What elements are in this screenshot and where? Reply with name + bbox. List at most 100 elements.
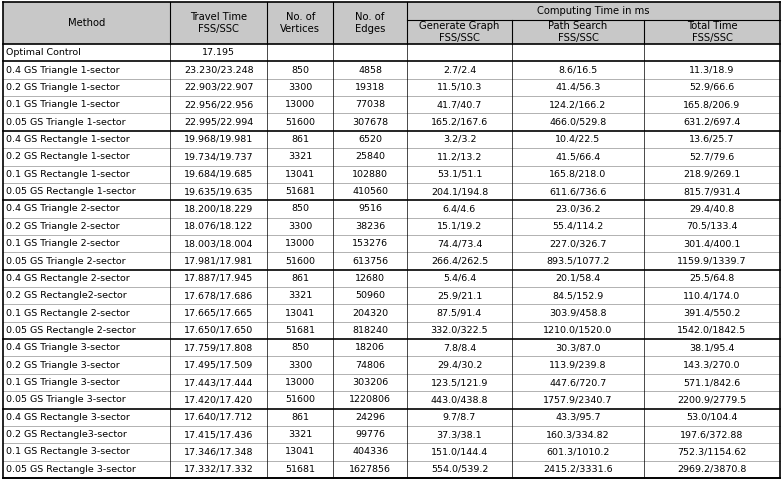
Text: 53.0/104.4: 53.0/104.4	[687, 413, 738, 422]
Text: 165.8/218.0: 165.8/218.0	[550, 170, 607, 179]
Text: 165.8/206.9: 165.8/206.9	[684, 100, 741, 109]
Text: 55.4/114.2: 55.4/114.2	[552, 222, 604, 231]
Text: 332.0/322.5: 332.0/322.5	[431, 326, 489, 335]
Text: 613756: 613756	[352, 256, 388, 265]
Text: 197.6/372.88: 197.6/372.88	[680, 430, 744, 439]
Text: 3321: 3321	[288, 291, 312, 300]
Text: 53.1/51.1: 53.1/51.1	[437, 170, 482, 179]
Text: 0.05 GS Triangle 2-sector: 0.05 GS Triangle 2-sector	[6, 256, 125, 265]
Text: 20.1/58.4: 20.1/58.4	[555, 274, 601, 283]
Text: 571.1/842.6: 571.1/842.6	[684, 378, 741, 387]
Text: 50960: 50960	[355, 291, 385, 300]
Text: 554.0/539.2: 554.0/539.2	[431, 465, 488, 474]
Text: 2969.2/3870.8: 2969.2/3870.8	[677, 465, 747, 474]
Text: 25.9/21.1: 25.9/21.1	[437, 291, 482, 300]
Text: 0.2 GS Rectangle2-sector: 0.2 GS Rectangle2-sector	[6, 291, 127, 300]
Text: 51600: 51600	[285, 256, 316, 265]
Text: 204320: 204320	[352, 309, 388, 318]
Text: 3300: 3300	[288, 83, 312, 92]
Text: 87.5/91.4: 87.5/91.4	[437, 309, 482, 318]
Text: 17.195: 17.195	[202, 48, 235, 57]
Text: 0.05 GS Rectangle 2-sector: 0.05 GS Rectangle 2-sector	[6, 326, 135, 335]
Text: 0.1 GS Triangle 3-sector: 0.1 GS Triangle 3-sector	[6, 378, 120, 387]
Text: 850: 850	[291, 343, 309, 352]
Text: 37.3/38.1: 37.3/38.1	[437, 430, 482, 439]
Text: 51600: 51600	[285, 118, 316, 127]
Text: 0.05 GS Triangle 3-sector: 0.05 GS Triangle 3-sector	[6, 396, 126, 404]
Text: 266.4/262.5: 266.4/262.5	[431, 256, 488, 265]
Text: 77038: 77038	[355, 100, 385, 109]
Text: 165.2/167.6: 165.2/167.6	[431, 118, 488, 127]
Text: 52.7/79.6: 52.7/79.6	[689, 152, 734, 161]
Text: 1627856: 1627856	[349, 465, 392, 474]
Text: 7.8/8.4: 7.8/8.4	[443, 343, 476, 352]
Text: 19318: 19318	[355, 83, 385, 92]
Text: 0.2 GS Triangle 1-sector: 0.2 GS Triangle 1-sector	[6, 83, 120, 92]
Text: 99776: 99776	[355, 430, 385, 439]
Text: 13.6/25.7: 13.6/25.7	[689, 135, 734, 144]
Text: 0.1 GS Rectangle 3-sector: 0.1 GS Rectangle 3-sector	[6, 447, 130, 456]
Text: 3.2/3.2: 3.2/3.2	[442, 135, 476, 144]
Text: 447.6/720.7: 447.6/720.7	[550, 378, 607, 387]
Text: 8.6/16.5: 8.6/16.5	[558, 66, 597, 74]
Text: 38236: 38236	[355, 222, 385, 231]
Text: 9.7/8.7: 9.7/8.7	[443, 413, 476, 422]
Text: 17.332/17.332: 17.332/17.332	[184, 465, 254, 474]
Text: 19.684/19.685: 19.684/19.685	[184, 170, 253, 179]
Text: 18206: 18206	[355, 343, 385, 352]
Text: 443.0/438.8: 443.0/438.8	[431, 396, 489, 404]
Text: 29.4/40.8: 29.4/40.8	[689, 204, 734, 214]
Text: 218.9/269.1: 218.9/269.1	[684, 170, 741, 179]
Text: 13041: 13041	[285, 447, 316, 456]
Text: 0.4 GS Rectangle 2-sector: 0.4 GS Rectangle 2-sector	[6, 274, 130, 283]
Text: 1220806: 1220806	[349, 396, 392, 404]
Text: 15.1/19.2: 15.1/19.2	[437, 222, 482, 231]
Text: 0.2 GS Rectangle 1-sector: 0.2 GS Rectangle 1-sector	[6, 152, 130, 161]
Text: 303206: 303206	[352, 378, 388, 387]
Text: 25.5/64.8: 25.5/64.8	[689, 274, 734, 283]
Text: 41.4/56.3: 41.4/56.3	[555, 83, 601, 92]
Text: 3300: 3300	[288, 360, 312, 370]
Text: 6.4/4.6: 6.4/4.6	[443, 204, 476, 214]
Text: 0.2 GS Triangle 2-sector: 0.2 GS Triangle 2-sector	[6, 222, 120, 231]
Text: Optimal Control: Optimal Control	[6, 48, 81, 57]
Text: 0.1 GS Rectangle 1-sector: 0.1 GS Rectangle 1-sector	[6, 170, 130, 179]
Text: 143.3/270.0: 143.3/270.0	[684, 360, 741, 370]
Text: 893.5/1077.2: 893.5/1077.2	[547, 256, 610, 265]
Text: 3321: 3321	[288, 430, 312, 439]
Text: 0.4 GS Triangle 3-sector: 0.4 GS Triangle 3-sector	[6, 343, 120, 352]
Text: 19.968/19.981: 19.968/19.981	[184, 135, 253, 144]
Text: 160.3/334.82: 160.3/334.82	[547, 430, 610, 439]
Text: 23.0/36.2: 23.0/36.2	[555, 204, 601, 214]
Text: 23.230/23.248: 23.230/23.248	[184, 66, 254, 74]
Text: 17.420/17.420: 17.420/17.420	[184, 396, 253, 404]
Text: 43.3/95.7: 43.3/95.7	[555, 413, 601, 422]
Text: 70.5/133.4: 70.5/133.4	[686, 222, 738, 231]
Text: 2.7/2.4: 2.7/2.4	[443, 66, 476, 74]
Text: 113.9/239.8: 113.9/239.8	[549, 360, 607, 370]
Text: 11.2/13.2: 11.2/13.2	[437, 152, 482, 161]
Text: 41.5/66.4: 41.5/66.4	[555, 152, 601, 161]
Text: 30.3/87.0: 30.3/87.0	[555, 343, 601, 352]
Text: 0.4 GS Triangle 2-sector: 0.4 GS Triangle 2-sector	[6, 204, 120, 214]
Text: 38.1/95.4: 38.1/95.4	[689, 343, 734, 352]
Text: 17.981/17.981: 17.981/17.981	[184, 256, 253, 265]
Text: 815.7/931.4: 815.7/931.4	[684, 187, 741, 196]
Text: 13041: 13041	[285, 170, 316, 179]
Text: No. of
Vertices: No. of Vertices	[280, 12, 320, 34]
Text: 84.5/152.9: 84.5/152.9	[552, 291, 604, 300]
Text: 25840: 25840	[355, 152, 385, 161]
Text: 601.3/1010.2: 601.3/1010.2	[547, 447, 610, 456]
Text: 13041: 13041	[285, 309, 316, 318]
Text: 3321: 3321	[288, 152, 312, 161]
Text: 22.956/22.956: 22.956/22.956	[184, 100, 253, 109]
Text: 301.4/400.1: 301.4/400.1	[684, 239, 741, 248]
Text: 303.9/458.8: 303.9/458.8	[549, 309, 607, 318]
Text: 13000: 13000	[285, 378, 316, 387]
Text: 12680: 12680	[355, 274, 385, 283]
Text: 9516: 9516	[358, 204, 382, 214]
Bar	[3, 2, 780, 44]
Text: 22.903/22.907: 22.903/22.907	[184, 83, 254, 92]
Text: 2415.2/3331.6: 2415.2/3331.6	[543, 465, 613, 474]
Text: 391.4/550.2: 391.4/550.2	[684, 309, 741, 318]
